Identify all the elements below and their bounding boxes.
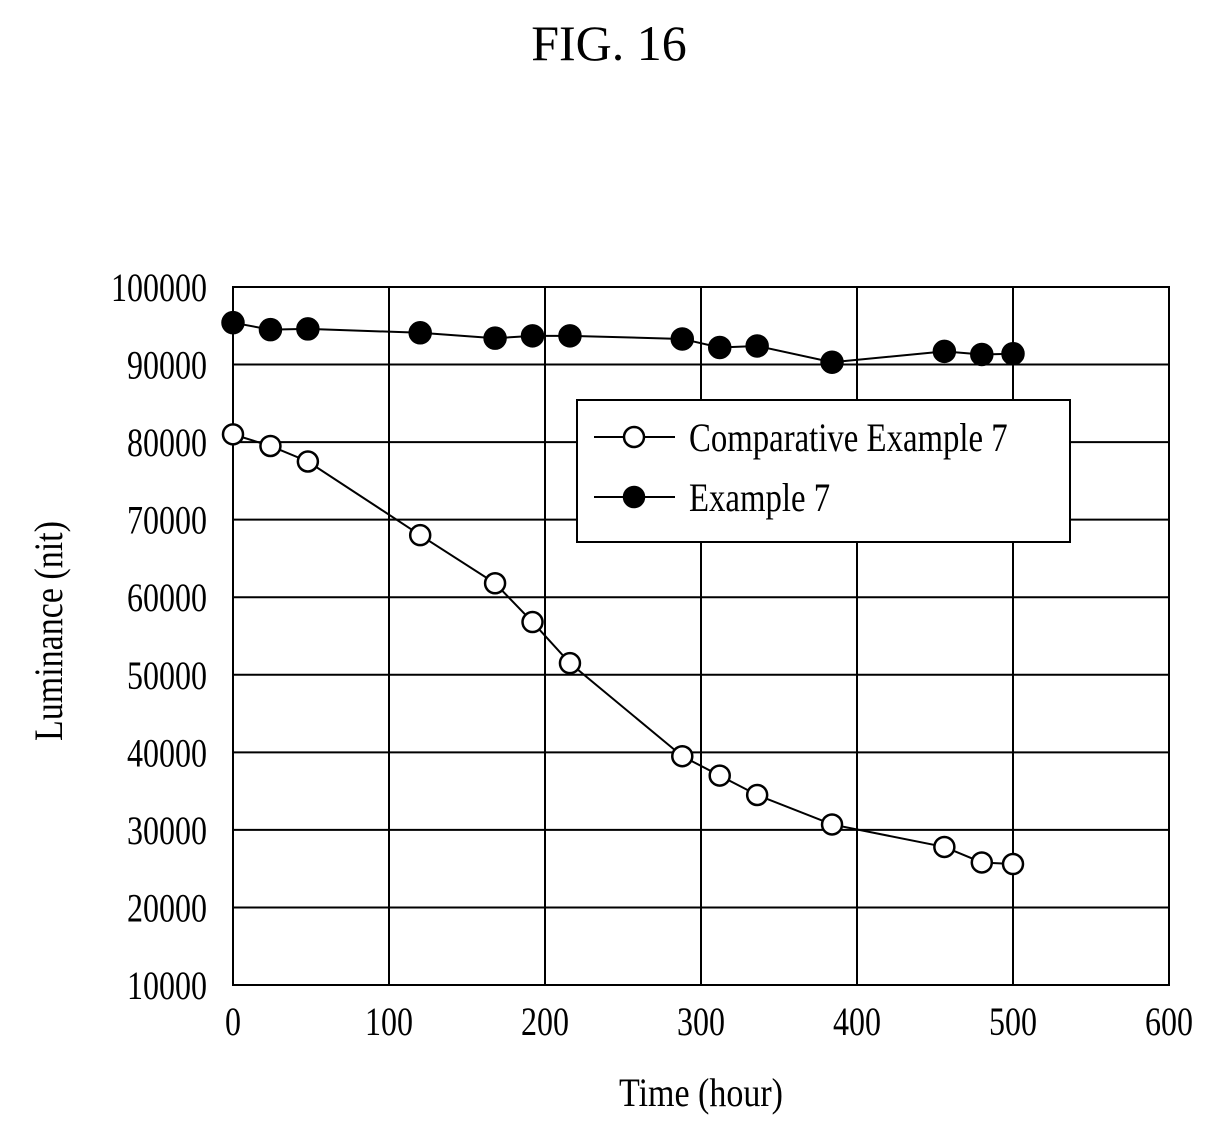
series-1 xyxy=(221,423,1025,876)
legend-label: Example 7 xyxy=(689,475,830,520)
data-point xyxy=(671,744,694,768)
data-point xyxy=(259,434,282,458)
grid-lines xyxy=(232,286,1170,986)
legend-entry: Example 7 xyxy=(594,475,830,520)
figure-title: FIG. 16 xyxy=(531,15,687,71)
y-tick-label: 100000 xyxy=(111,266,207,310)
x-tick-label: 200 xyxy=(521,1000,569,1044)
data-point xyxy=(708,764,731,787)
data-point xyxy=(258,317,283,342)
legend-marker xyxy=(622,485,646,509)
y-tick-label: 30000 xyxy=(127,809,207,853)
legend: Comparative Example 7 Example 7 xyxy=(576,399,1071,543)
y-axis-label: Luminance (nit) xyxy=(28,521,72,741)
legend-label: Comparative Example 7 xyxy=(689,415,1008,460)
data-point xyxy=(1001,852,1025,876)
y-tick-label: 40000 xyxy=(127,731,207,775)
y-tick-label: 80000 xyxy=(127,421,207,465)
data-point xyxy=(221,310,245,335)
data-point xyxy=(408,523,432,547)
x-tick-labels: 0 100 200 300 400 500 600 xyxy=(225,1000,1193,1044)
data-point xyxy=(820,350,844,374)
y-tick-label: 90000 xyxy=(127,343,207,387)
series-2 xyxy=(221,310,1025,374)
x-tick-label: 500 xyxy=(989,1000,1037,1044)
data-point xyxy=(820,813,844,836)
y-tick-label: 50000 xyxy=(127,653,207,697)
y-tick-label: 20000 xyxy=(127,886,207,930)
data-point xyxy=(670,327,695,351)
data-point xyxy=(521,610,544,634)
y-tick-label: 70000 xyxy=(127,498,207,542)
data-point xyxy=(745,783,769,807)
series-line xyxy=(232,321,1014,364)
data-point xyxy=(707,335,732,360)
series-line xyxy=(232,433,1014,866)
y-tick-label: 10000 xyxy=(127,964,207,1008)
data-point xyxy=(558,651,582,675)
data-point xyxy=(296,450,320,473)
x-tick-label: 400 xyxy=(833,1000,881,1044)
data-point xyxy=(408,321,432,345)
legend-box xyxy=(576,399,1071,543)
data-point xyxy=(483,572,507,595)
data-point xyxy=(296,317,320,341)
data-point xyxy=(970,851,994,874)
x-tick-label: 100 xyxy=(365,1000,413,1044)
data-point xyxy=(970,342,994,367)
data-point xyxy=(933,835,956,859)
data-point xyxy=(483,326,507,350)
data-point xyxy=(520,324,545,348)
x-tick-label: 600 xyxy=(1145,1000,1193,1044)
data-point xyxy=(1001,341,1025,366)
data-point xyxy=(558,324,582,348)
legend-marker xyxy=(622,425,646,449)
data-point xyxy=(745,334,769,358)
series-layer xyxy=(221,310,1025,876)
x-axis-label: Time (hour) xyxy=(619,1072,783,1116)
data-point xyxy=(221,423,245,446)
x-tick-label: 300 xyxy=(677,1000,725,1044)
y-tick-labels: 10000 20000 30000 40000 50000 60000 70000 80000… xyxy=(111,266,207,1008)
y-tick-label: 60000 xyxy=(127,576,207,620)
legend-entry: Comparative Example 7 xyxy=(594,415,1008,460)
plot-frame xyxy=(232,286,1170,986)
data-point xyxy=(932,339,957,364)
x-tick-label: 0 xyxy=(225,1000,241,1044)
